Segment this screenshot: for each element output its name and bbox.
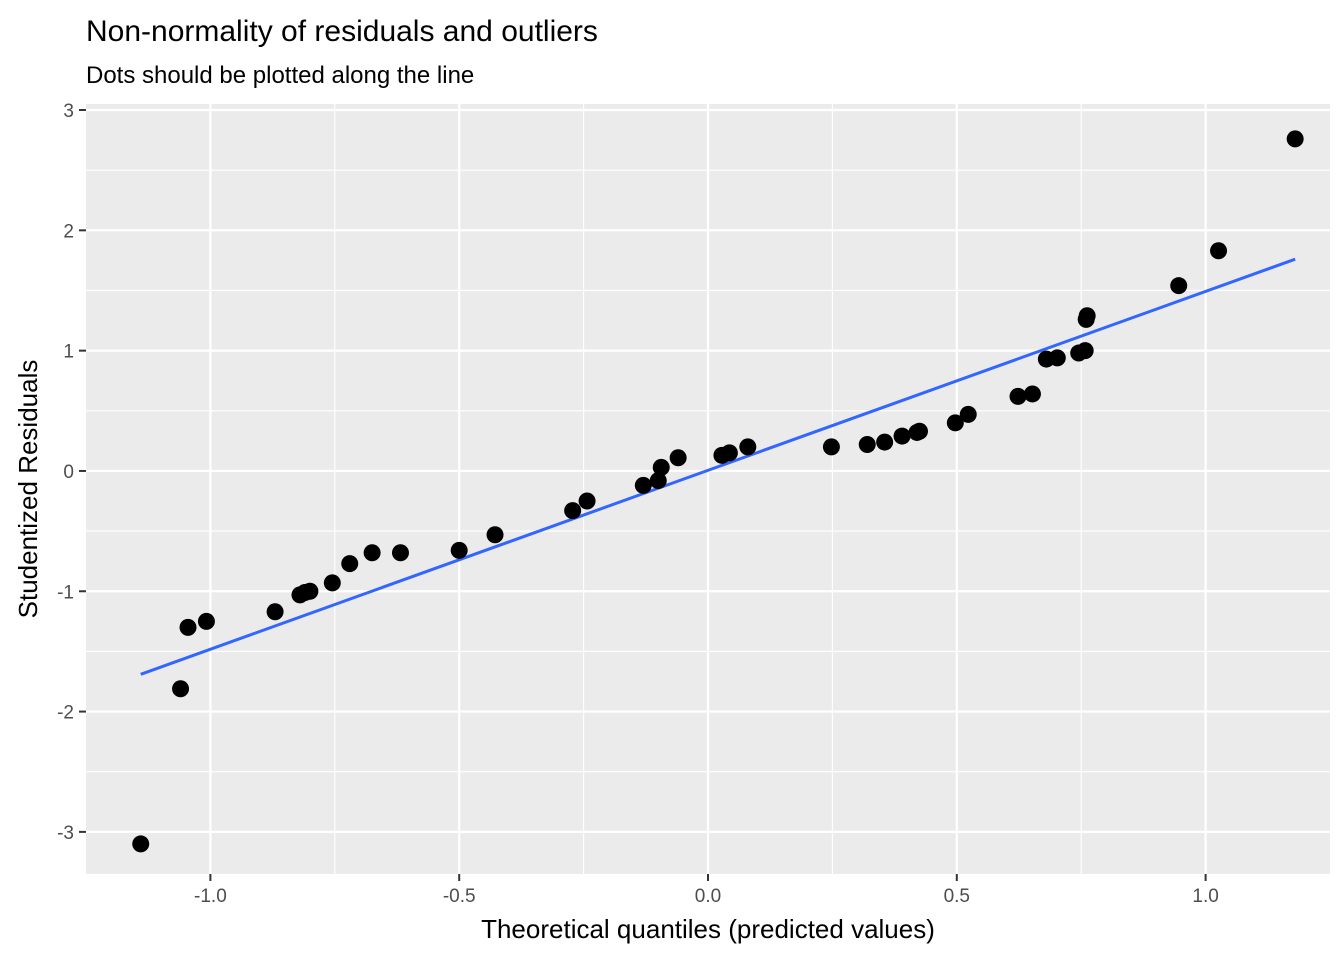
data-point-14 <box>564 502 582 520</box>
data-point-11 <box>391 544 409 562</box>
data-point-21 <box>720 444 738 462</box>
x-axis-ticks: -1.0 -0.5 0.0 0.5 1.0 <box>194 874 1219 907</box>
data-point-34 <box>1048 349 1066 367</box>
chart-subtitle: Dots should be plotted along the line <box>86 62 474 89</box>
x-tick-label-0: -1.0 <box>194 886 227 907</box>
data-point-26 <box>893 427 911 445</box>
data-point-30 <box>959 405 977 423</box>
data-point-3 <box>197 612 215 630</box>
data-point-0 <box>132 835 150 853</box>
data-point-25 <box>876 433 894 451</box>
data-points <box>132 130 1304 853</box>
data-point-23 <box>822 438 840 456</box>
data-point-38 <box>1078 307 1096 325</box>
data-point-13 <box>486 526 504 544</box>
data-point-31 <box>1009 387 1027 405</box>
x-tick-label-3: 0.5 <box>944 886 970 907</box>
grid-lines <box>86 104 1330 874</box>
y-tick-label-6: 3 <box>63 101 74 122</box>
data-point-8 <box>323 574 341 592</box>
x-tick-label-4: 1.0 <box>1192 886 1218 907</box>
data-point-29 <box>946 414 964 432</box>
data-point-36 <box>1076 342 1094 360</box>
data-point-40 <box>1210 242 1228 260</box>
data-point-9 <box>341 555 359 573</box>
y-tick-label-2: -1 <box>57 582 74 603</box>
data-point-24 <box>858 435 876 453</box>
y-axis-title: Studentized Residuals <box>13 360 43 619</box>
data-point-12 <box>450 541 468 559</box>
data-point-17 <box>649 472 667 490</box>
reference-line <box>140 257 1296 676</box>
data-point-28 <box>910 422 928 440</box>
data-point-4 <box>266 603 284 621</box>
data-point-22 <box>739 438 757 456</box>
y-tick-label-0: -3 <box>57 823 74 844</box>
y-axis-ticks: -3 -2 -1 0 1 2 3 <box>57 101 86 844</box>
x-tick-label-1: -0.5 <box>443 886 476 907</box>
data-point-7 <box>301 582 319 600</box>
data-point-19 <box>669 449 687 467</box>
data-point-41 <box>1286 130 1304 148</box>
y-tick-label-4: 1 <box>63 342 74 363</box>
y-tick-label-5: 2 <box>63 221 74 242</box>
y-tick-label-3: 0 <box>63 462 74 483</box>
data-point-10 <box>363 544 381 562</box>
x-tick-label-2: 0.0 <box>695 886 721 907</box>
x-axis-title: Theoretical quantiles (predicted values) <box>481 914 935 944</box>
y-tick-label-1: -2 <box>57 703 74 724</box>
data-point-32 <box>1023 385 1041 403</box>
data-point-16 <box>634 476 652 494</box>
data-point-15 <box>578 492 596 510</box>
data-point-1 <box>172 680 190 698</box>
data-point-2 <box>179 618 197 636</box>
chart-title: Non-normality of residuals and outliers <box>86 15 598 48</box>
data-point-18 <box>652 458 670 476</box>
reference-line-group <box>140 257 1296 676</box>
data-point-39 <box>1170 277 1188 295</box>
